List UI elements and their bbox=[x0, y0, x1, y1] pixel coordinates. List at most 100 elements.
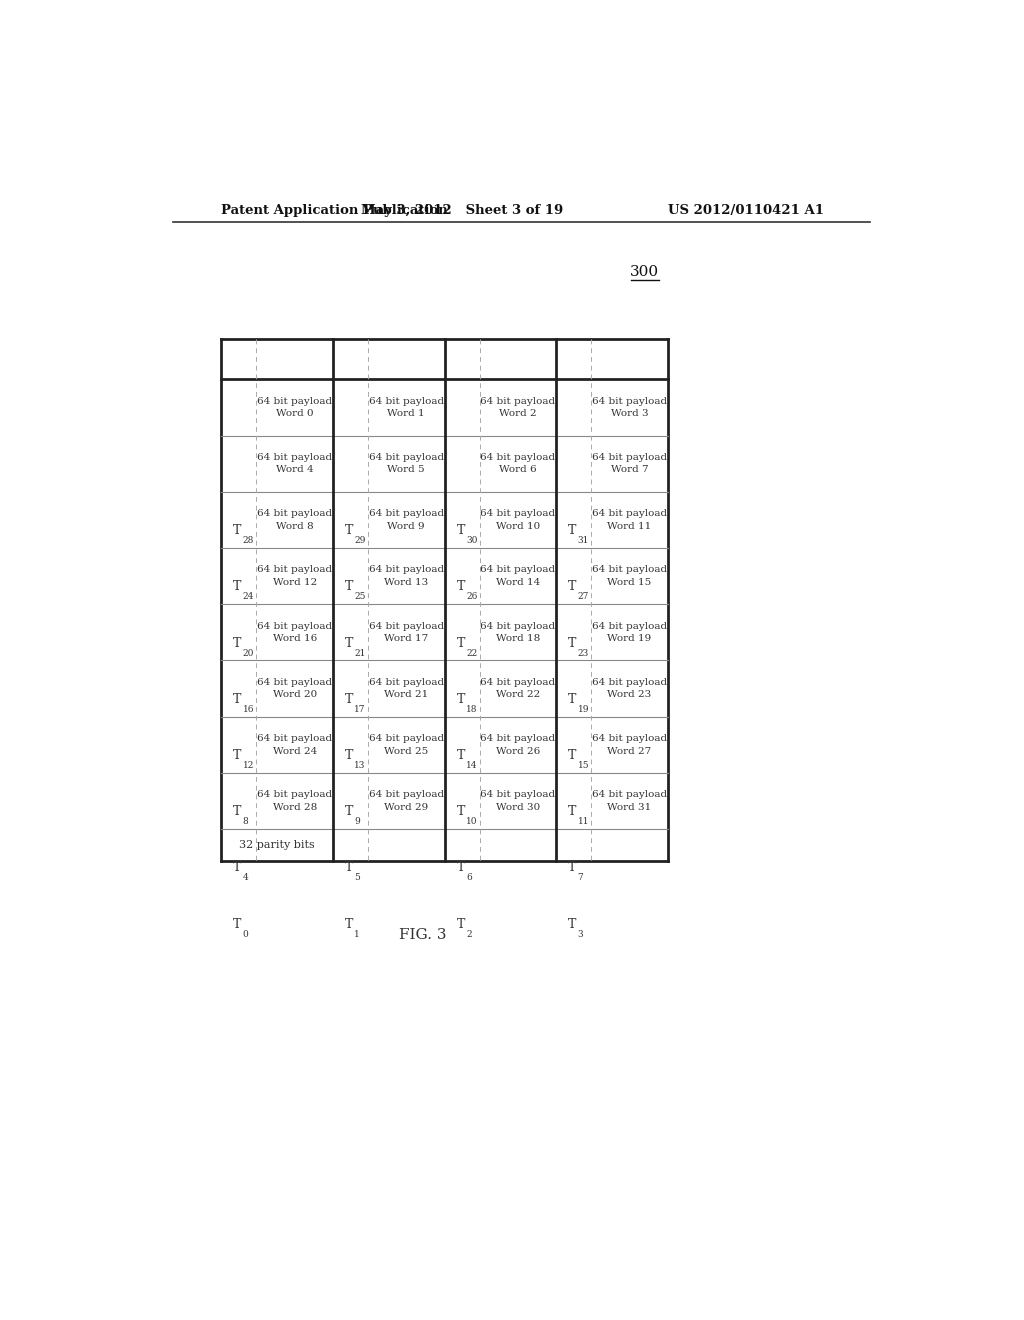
Text: T: T bbox=[345, 636, 353, 649]
Text: 64 bit payload
Word 8: 64 bit payload Word 8 bbox=[257, 510, 332, 531]
Text: 23: 23 bbox=[578, 648, 589, 657]
Text: 64 bit payload
Word 16: 64 bit payload Word 16 bbox=[257, 622, 332, 643]
Text: T: T bbox=[345, 748, 353, 762]
Text: 64 bit payload
Word 29: 64 bit payload Word 29 bbox=[369, 791, 443, 812]
Text: T: T bbox=[457, 524, 465, 537]
Text: 20: 20 bbox=[243, 648, 254, 657]
Text: 15: 15 bbox=[578, 760, 589, 770]
Text: 12: 12 bbox=[243, 760, 254, 770]
Text: T: T bbox=[345, 917, 353, 931]
Text: 64 bit payload
Word 6: 64 bit payload Word 6 bbox=[480, 453, 556, 474]
Text: T: T bbox=[345, 524, 353, 537]
Text: 26: 26 bbox=[466, 593, 477, 602]
Text: 64 bit payload
Word 30: 64 bit payload Word 30 bbox=[480, 791, 556, 812]
Text: T: T bbox=[568, 917, 577, 931]
Text: 7: 7 bbox=[578, 874, 584, 882]
Text: US 2012/0110421 A1: US 2012/0110421 A1 bbox=[668, 205, 823, 218]
Text: T: T bbox=[568, 748, 577, 762]
Text: T: T bbox=[457, 862, 465, 874]
Text: May 3, 2012   Sheet 3 of 19: May 3, 2012 Sheet 3 of 19 bbox=[360, 205, 563, 218]
Text: 64 bit payload
Word 3: 64 bit payload Word 3 bbox=[592, 397, 668, 418]
Text: 64 bit payload
Word 20: 64 bit payload Word 20 bbox=[257, 677, 332, 700]
Text: 64 bit payload
Word 17: 64 bit payload Word 17 bbox=[369, 622, 443, 643]
Text: 18: 18 bbox=[466, 705, 477, 714]
Text: 30: 30 bbox=[466, 536, 477, 545]
Text: Patent Application Publication: Patent Application Publication bbox=[221, 205, 449, 218]
Text: T: T bbox=[457, 581, 465, 594]
Text: 28: 28 bbox=[243, 536, 254, 545]
Text: 13: 13 bbox=[354, 760, 366, 770]
Text: 64 bit payload
Word 28: 64 bit payload Word 28 bbox=[257, 791, 332, 812]
Text: T: T bbox=[345, 805, 353, 818]
Text: 64 bit payload
Word 27: 64 bit payload Word 27 bbox=[592, 734, 668, 755]
Text: T: T bbox=[233, 805, 242, 818]
Text: 0: 0 bbox=[243, 929, 249, 939]
Text: T: T bbox=[457, 917, 465, 931]
Text: 11: 11 bbox=[578, 817, 589, 826]
Text: T: T bbox=[233, 748, 242, 762]
Text: 14: 14 bbox=[466, 760, 477, 770]
Text: 31: 31 bbox=[578, 536, 589, 545]
Text: 64 bit payload
Word 9: 64 bit payload Word 9 bbox=[369, 510, 443, 531]
Text: T: T bbox=[233, 693, 242, 706]
Text: 64 bit payload
Word 18: 64 bit payload Word 18 bbox=[480, 622, 556, 643]
Text: 10: 10 bbox=[466, 817, 477, 826]
Text: 64 bit payload
Word 23: 64 bit payload Word 23 bbox=[592, 677, 668, 700]
Text: T: T bbox=[457, 805, 465, 818]
Text: 300: 300 bbox=[631, 265, 659, 280]
Text: 64 bit payload
Word 10: 64 bit payload Word 10 bbox=[480, 510, 556, 531]
Text: 2: 2 bbox=[466, 929, 472, 939]
Text: 6: 6 bbox=[466, 874, 472, 882]
Text: 27: 27 bbox=[578, 593, 589, 602]
Text: T: T bbox=[457, 693, 465, 706]
Text: 1: 1 bbox=[354, 929, 360, 939]
Text: T: T bbox=[233, 581, 242, 594]
Text: 64 bit payload
Word 1: 64 bit payload Word 1 bbox=[369, 397, 443, 418]
Text: 64 bit payload
Word 7: 64 bit payload Word 7 bbox=[592, 453, 668, 474]
Text: 64 bit payload
Word 22: 64 bit payload Word 22 bbox=[480, 677, 556, 700]
Text: 3: 3 bbox=[578, 929, 584, 939]
Text: T: T bbox=[457, 636, 465, 649]
Text: 16: 16 bbox=[243, 705, 254, 714]
Text: 64 bit payload
Word 24: 64 bit payload Word 24 bbox=[257, 734, 332, 755]
Text: 17: 17 bbox=[354, 705, 366, 714]
Text: 64 bit payload
Word 19: 64 bit payload Word 19 bbox=[592, 622, 668, 643]
Text: T: T bbox=[345, 693, 353, 706]
Text: 64 bit payload
Word 12: 64 bit payload Word 12 bbox=[257, 565, 332, 587]
Text: T: T bbox=[568, 581, 577, 594]
Text: T: T bbox=[233, 524, 242, 537]
Text: 64 bit payload
Word 14: 64 bit payload Word 14 bbox=[480, 565, 556, 587]
Text: T: T bbox=[233, 862, 242, 874]
Text: 4: 4 bbox=[243, 874, 249, 882]
Text: T: T bbox=[568, 862, 577, 874]
Text: 64 bit payload
Word 25: 64 bit payload Word 25 bbox=[369, 734, 443, 755]
Text: T: T bbox=[568, 693, 577, 706]
Text: 64 bit payload
Word 4: 64 bit payload Word 4 bbox=[257, 453, 332, 474]
Text: 64 bit payload
Word 26: 64 bit payload Word 26 bbox=[480, 734, 556, 755]
Text: 24: 24 bbox=[243, 593, 254, 602]
Text: 32 parity bits: 32 parity bits bbox=[240, 841, 315, 850]
Text: 19: 19 bbox=[578, 705, 589, 714]
Text: 64 bit payload
Word 0: 64 bit payload Word 0 bbox=[257, 397, 332, 418]
Text: T: T bbox=[233, 917, 242, 931]
Text: 64 bit payload
Word 21: 64 bit payload Word 21 bbox=[369, 677, 443, 700]
Text: 22: 22 bbox=[466, 648, 477, 657]
Text: 64 bit payload
Word 2: 64 bit payload Word 2 bbox=[480, 397, 556, 418]
Text: 21: 21 bbox=[354, 648, 366, 657]
Text: T: T bbox=[345, 862, 353, 874]
Text: T: T bbox=[568, 805, 577, 818]
Text: 9: 9 bbox=[354, 817, 360, 826]
Text: 29: 29 bbox=[354, 536, 366, 545]
Text: 64 bit payload
Word 15: 64 bit payload Word 15 bbox=[592, 565, 668, 587]
Text: 5: 5 bbox=[354, 874, 360, 882]
Text: 64 bit payload
Word 31: 64 bit payload Word 31 bbox=[592, 791, 668, 812]
Text: 8: 8 bbox=[243, 817, 249, 826]
Text: T: T bbox=[568, 524, 577, 537]
Text: T: T bbox=[568, 636, 577, 649]
Text: T: T bbox=[233, 636, 242, 649]
Text: 64 bit payload
Word 13: 64 bit payload Word 13 bbox=[369, 565, 443, 587]
Text: T: T bbox=[457, 748, 465, 762]
Text: 25: 25 bbox=[354, 593, 366, 602]
Text: FIG. 3: FIG. 3 bbox=[399, 928, 446, 941]
Text: 64 bit payload
Word 11: 64 bit payload Word 11 bbox=[592, 510, 668, 531]
